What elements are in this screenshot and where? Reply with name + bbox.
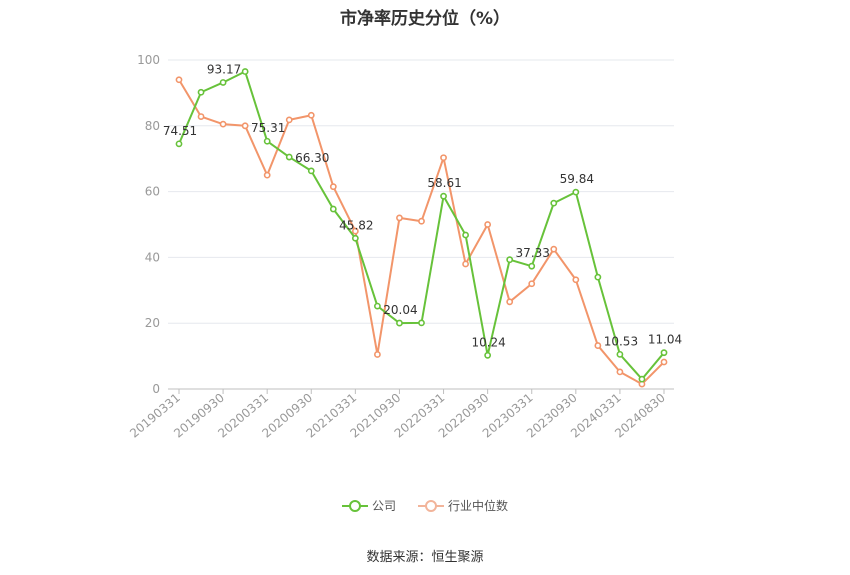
point-company: [241, 68, 249, 75]
point-company: [616, 350, 624, 358]
point-company: [594, 273, 602, 281]
series-layer: [175, 68, 668, 388]
point-industry: [462, 260, 469, 268]
data-label: 58.61: [427, 176, 461, 190]
point-industry: [175, 76, 183, 84]
source-note: 数据来源：恒生聚源: [366, 550, 484, 565]
legend-item-company[interactable]: 公司: [341, 497, 396, 514]
point-company: [572, 188, 580, 196]
data-label: 66.30: [295, 151, 329, 165]
point-industry: [374, 351, 381, 358]
point-industry: [484, 221, 492, 228]
data-label: 10.24: [471, 335, 505, 349]
point-industry: [285, 116, 293, 124]
y-tick-label: 80: [145, 119, 160, 133]
point-industry: [594, 342, 602, 349]
point-industry: [506, 298, 514, 306]
point-industry: [440, 154, 447, 162]
point-company: [175, 140, 183, 148]
point-industry: [418, 217, 425, 225]
point-industry: [329, 183, 337, 191]
point-industry: [351, 227, 359, 235]
point-industry: [219, 120, 227, 128]
chart-title: 市净率历史分位（%）: [339, 9, 511, 29]
point-company: [484, 351, 492, 359]
point-industry: [396, 214, 403, 222]
series-line-company: [178, 70, 665, 381]
y-tick-label: 100: [137, 53, 160, 67]
data-label: 93.17: [207, 62, 241, 76]
point-company: [660, 349, 668, 357]
point-company: [418, 319, 425, 327]
data-label: 59.84: [560, 172, 594, 186]
axis-layer: 0204060801002019033120190930202003312020…: [127, 53, 674, 441]
legend-company-label: 公司: [371, 499, 396, 513]
point-industry: [660, 358, 668, 366]
data-label: 37.33: [516, 246, 550, 260]
point-company: [550, 199, 558, 207]
data-label: 75.31: [251, 121, 285, 135]
point-company: [351, 234, 359, 242]
legend-item-industry[interactable]: 行业中位数: [418, 497, 508, 514]
label-layer: 74.51 93.17 75.31 66.30 45.82 20.04 58.61 10.24…: [163, 62, 682, 349]
point-industry: [241, 122, 249, 130]
y-tick-label: 0: [152, 382, 160, 396]
point-company: [329, 205, 337, 213]
point-industry: [572, 276, 580, 284]
point-industry: [616, 368, 624, 376]
point-industry: [263, 171, 271, 179]
point-industry: [528, 280, 536, 288]
legend-company-marker: [341, 499, 368, 512]
point-company: [307, 167, 315, 175]
point-company: [440, 192, 447, 200]
point-industry: [307, 111, 315, 119]
y-tick-label: 20: [145, 316, 160, 330]
grid-layer: [168, 59, 674, 324]
point-company: [528, 262, 536, 270]
data-label: 20.04: [383, 303, 417, 317]
data-label: 11.04: [648, 333, 682, 347]
point-company: [638, 375, 646, 383]
point-company: [374, 302, 381, 310]
point-industry: [550, 245, 558, 253]
point-company: [396, 319, 403, 327]
data-label: 45.82: [339, 218, 373, 232]
point-company: [506, 256, 514, 264]
point-company: [285, 153, 293, 161]
data-label: 74.51: [163, 124, 197, 138]
point-company: [462, 231, 469, 239]
legend-industry-label: 行业中位数: [448, 499, 509, 513]
legend: 公司 行业中位数: [0, 497, 850, 514]
point-company: [197, 88, 205, 96]
y-tick-label: 40: [145, 250, 160, 264]
legend-industry-marker: [418, 499, 444, 512]
y-tick-label: 60: [145, 185, 160, 199]
point-company: [263, 137, 271, 145]
point-company: [219, 79, 227, 86]
point-industry: [197, 113, 205, 120]
data-label: 10.53: [604, 334, 638, 348]
